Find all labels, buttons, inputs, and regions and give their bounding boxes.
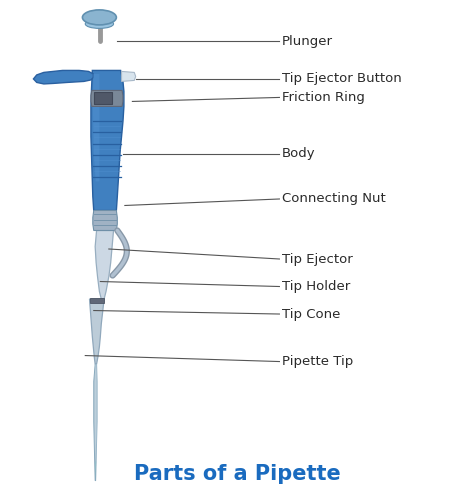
Polygon shape — [95, 230, 114, 299]
Polygon shape — [93, 74, 100, 182]
Ellipse shape — [85, 20, 114, 28]
Polygon shape — [93, 210, 117, 230]
Text: Plunger: Plunger — [282, 35, 333, 48]
Polygon shape — [94, 93, 112, 105]
Polygon shape — [90, 299, 104, 364]
Polygon shape — [90, 297, 104, 302]
Text: Connecting Nut: Connecting Nut — [282, 193, 385, 206]
Polygon shape — [34, 70, 93, 84]
Polygon shape — [121, 71, 136, 81]
Text: Friction Ring: Friction Ring — [282, 91, 365, 104]
Polygon shape — [91, 91, 123, 107]
Polygon shape — [95, 462, 96, 480]
Polygon shape — [94, 364, 97, 480]
Text: Tip Cone: Tip Cone — [282, 307, 340, 320]
Text: Tip Ejector Button: Tip Ejector Button — [282, 72, 401, 86]
Text: Pipette Tip: Pipette Tip — [282, 355, 353, 368]
Text: Tip Holder: Tip Holder — [282, 280, 350, 293]
Text: Parts of a Pipette: Parts of a Pipette — [134, 464, 340, 484]
Text: Body: Body — [282, 147, 315, 160]
Text: Tip Ejector: Tip Ejector — [282, 253, 353, 266]
Polygon shape — [96, 364, 97, 480]
Ellipse shape — [82, 10, 117, 25]
Polygon shape — [91, 70, 124, 210]
